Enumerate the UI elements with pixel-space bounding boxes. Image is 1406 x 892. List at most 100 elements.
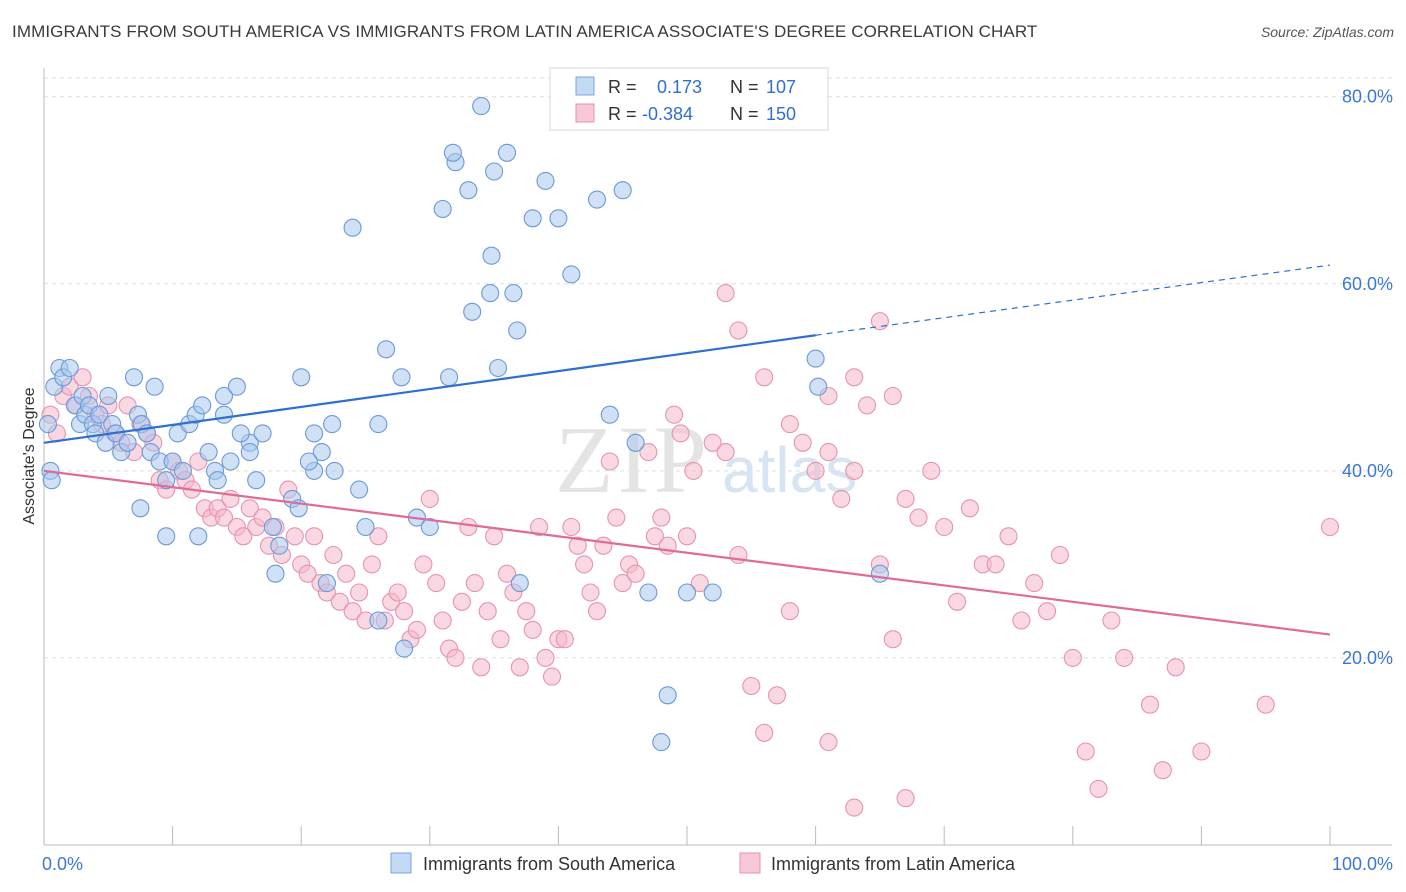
point-latin-america [73,368,92,387]
point-south-america [263,517,282,537]
point-south-america [317,574,336,593]
point-latin-america [780,602,799,621]
point-latin-america [960,499,979,518]
point-south-america [369,611,388,630]
legend-label-south-america: Immigrants from South America [423,854,676,874]
point-south-america [253,424,272,443]
point-south-america [214,386,234,406]
point-latin-america [497,564,517,583]
y-tick-label: 60.0% [1342,274,1393,294]
point-latin-america [935,517,954,537]
point-latin-america [819,733,838,752]
point-south-america [809,377,828,396]
point-latin-america [600,452,619,471]
point-latin-america [883,386,902,406]
point-south-america [510,574,529,593]
point-latin-america [909,508,928,527]
point-south-america [99,386,118,406]
stats-r-value: 0.173 [657,77,702,97]
x-tick-label: 0.0% [42,854,83,874]
point-south-america [392,368,411,387]
point-latin-america [1089,779,1108,798]
point-south-america [323,415,342,434]
point-south-america [343,218,362,237]
point-south-america [305,424,324,443]
trend-line-south-america-extension [815,264,1331,336]
point-south-america [325,461,344,480]
point-south-america [523,209,542,228]
point-latin-america [568,536,587,555]
stats-legend: R = 0.173 N = 107 R = -0.384 N = 150 [549,67,829,131]
point-south-america [658,686,677,705]
point-south-america [42,471,61,490]
point-south-america [240,443,259,462]
point-south-america [870,564,889,583]
point-latin-america [214,508,234,527]
point-latin-america [1153,761,1172,780]
point-latin-america [587,602,607,621]
stats-swatch-blue [575,76,595,96]
point-south-america [173,461,192,480]
point-latin-america [555,630,574,649]
point-latin-america [1320,517,1340,537]
point-south-america [199,443,218,462]
point-latin-america [1140,695,1160,714]
point-south-america [266,564,285,583]
point-latin-america [594,536,613,555]
point-latin-america [607,508,626,527]
point-latin-america [948,592,967,611]
point-south-america [356,517,375,537]
point-south-america [270,536,289,555]
point-south-america [227,377,246,396]
stats-r-label: R = [608,77,637,97]
point-latin-america [1076,742,1095,761]
point-latin-america [716,284,735,303]
point-latin-america [465,574,484,593]
point-latin-america [845,461,864,480]
point-south-america [482,246,501,265]
point-south-america [481,284,500,303]
stats-n-label: N = [730,77,759,97]
point-latin-america [999,527,1018,546]
point-latin-america [298,564,317,583]
point-latin-america [459,517,478,537]
point-south-america [377,340,396,359]
stats-n-value: 150 [766,104,796,124]
stats-r-value: -0.384 [642,104,693,124]
point-latin-america [446,648,465,667]
point-latin-america [1025,574,1044,593]
legend-swatch-latin-america [739,852,761,874]
source-label: Source: ZipAtlas.com [1260,24,1394,40]
point-latin-america [806,461,825,480]
point-latin-america [645,527,664,546]
point-latin-america [639,443,658,462]
point-latin-america [832,489,851,508]
point-south-america [189,527,208,546]
y-tick-label: 80.0% [1342,87,1393,107]
point-latin-america [362,555,381,574]
point-south-america [292,368,311,387]
point-latin-america [1166,658,1185,677]
point-south-america [214,405,234,424]
point-latin-america [369,527,388,546]
point-south-america [118,433,137,452]
y-tick-label: 40.0% [1342,461,1393,481]
series-legend: Immigrants from South America Immigrants… [390,852,1016,874]
watermark: ZIP atlas [555,406,857,513]
point-south-america [157,527,176,546]
point-south-america [247,471,266,490]
stats-n-label: N = [730,104,759,124]
point-latin-america [755,368,774,387]
point-south-america [497,143,517,162]
point-south-america [652,733,671,752]
point-latin-america [407,620,426,639]
point-latin-america [819,443,838,462]
point-latin-america [1012,611,1031,630]
stats-n-value: 107 [766,77,796,97]
point-latin-america [350,583,369,602]
point-latin-america [478,602,497,621]
point-south-america [60,358,79,378]
point-south-america [806,349,825,368]
point-south-america [639,583,658,602]
